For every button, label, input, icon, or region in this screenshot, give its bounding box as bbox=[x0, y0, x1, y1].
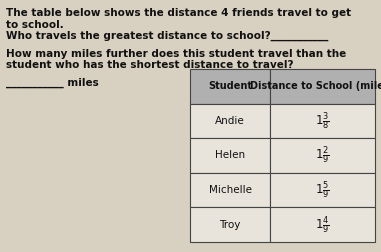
Text: The table below shows the distance 4 friends travel to get: The table below shows the distance 4 fri… bbox=[6, 8, 351, 18]
Text: Distance to School (miles): Distance to School (miles) bbox=[250, 81, 381, 91]
Text: How many miles further does this student travel than the: How many miles further does this student… bbox=[6, 49, 346, 59]
Text: to school.: to school. bbox=[6, 20, 64, 30]
Text: $1\frac{2}{9}$: $1\frac{2}{9}$ bbox=[315, 145, 330, 166]
Bar bbox=[270, 173, 375, 207]
Text: $1\frac{3}{8}$: $1\frac{3}{8}$ bbox=[315, 110, 330, 132]
Text: Michelle: Michelle bbox=[208, 185, 251, 195]
Text: $1\frac{5}{9}$: $1\frac{5}{9}$ bbox=[315, 179, 330, 201]
Bar bbox=[190, 104, 270, 138]
Text: Troy: Troy bbox=[219, 220, 241, 230]
Bar bbox=[190, 173, 270, 207]
Bar bbox=[270, 69, 375, 104]
Text: Who travels the greatest distance to school?___________: Who travels the greatest distance to sch… bbox=[6, 31, 328, 41]
Text: Helen: Helen bbox=[215, 150, 245, 161]
Text: Student: Student bbox=[208, 81, 252, 91]
Bar bbox=[190, 69, 270, 104]
Bar bbox=[190, 207, 270, 242]
Text: student who has the shortest distance to travel?: student who has the shortest distance to… bbox=[6, 60, 293, 70]
Text: Andie: Andie bbox=[215, 116, 245, 126]
Text: $1\frac{4}{9}$: $1\frac{4}{9}$ bbox=[315, 214, 330, 236]
Bar bbox=[190, 138, 270, 173]
Text: ___________ miles: ___________ miles bbox=[6, 78, 99, 88]
Bar bbox=[270, 104, 375, 138]
Bar bbox=[270, 207, 375, 242]
Bar bbox=[270, 138, 375, 173]
